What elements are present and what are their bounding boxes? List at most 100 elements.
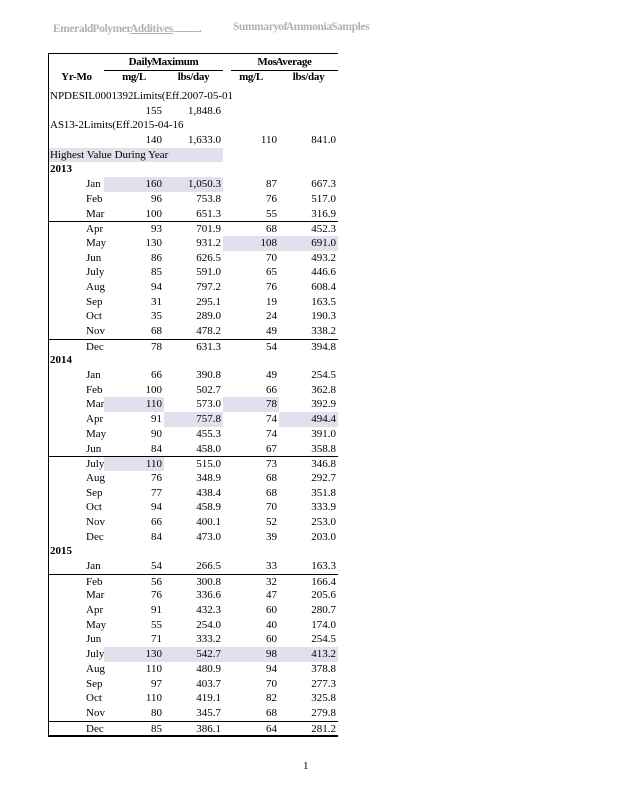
- month-row: Aug 76 348.9 68 292.7: [49, 471, 338, 486]
- mos-mgl-value: 76: [266, 280, 277, 293]
- month-label: Aug: [86, 662, 105, 675]
- month-row: Sep 77 438.4 68 351.8: [49, 486, 338, 501]
- daily-lbsday-value: 797.2: [196, 280, 221, 293]
- month-label: Dec: [86, 530, 104, 543]
- daily-maximum-header: Daily Maximum: [104, 55, 223, 71]
- month-label: [49, 133, 104, 148]
- mos-lbsday-value: 608.4: [311, 280, 336, 293]
- daily-lbsday-value: 1,050.3: [164, 177, 223, 192]
- mos-mgl-value: 55: [266, 207, 277, 220]
- daily-lbsday-value: 390.8: [196, 369, 221, 382]
- mos-lbsday-value: 292.7: [311, 471, 336, 484]
- daily-mgl-value: 35: [151, 310, 162, 323]
- mos-lbsday-value: 254.5: [311, 369, 336, 382]
- month-label: Jun: [86, 633, 102, 646]
- month-row: May 55 254.0 40 174.0: [49, 618, 338, 633]
- month-label: Jan: [86, 369, 101, 382]
- mos-mgl-value: 98: [223, 647, 279, 662]
- month-row: Oct 94 458.9 70 333.9: [49, 500, 338, 515]
- month-row: Apr 93 701.9 68 452.3: [49, 221, 338, 236]
- daily-mgl-value: 94: [151, 280, 162, 293]
- daily-mgl-value: 91: [151, 413, 162, 426]
- daily-lbsday-value: 455.3: [196, 427, 221, 440]
- month-row: Jun 86 626.5 70 493.2: [49, 251, 338, 266]
- month-label: Dec: [86, 340, 104, 353]
- daily-lbsday-value: 591.0: [196, 266, 221, 279]
- daily-mgl-value: 97: [151, 677, 162, 690]
- daily-lbsday-value: 266.5: [196, 560, 221, 572]
- month-label: Jun: [86, 251, 102, 264]
- daily-mgl-value: 160: [104, 177, 164, 192]
- col-header-mos-mgl: mg/L: [239, 71, 263, 83]
- month-label: Jun: [86, 442, 102, 455]
- daily-lbsday-value: 289.0: [196, 310, 221, 323]
- month-label: [49, 104, 104, 119]
- month-label: Feb: [86, 383, 103, 396]
- daily-lbsday-value: 254.0: [196, 618, 221, 631]
- daily-lbsday-value: 300.8: [196, 575, 221, 588]
- daily-lbsday-value: 473.0: [196, 530, 221, 543]
- daily-mgl-value: 130: [145, 236, 163, 249]
- company-name-underlined: Additives: [129, 23, 173, 35]
- year-label: 2013: [50, 163, 72, 176]
- mos-mgl-value: 47: [266, 589, 277, 602]
- mos-average-header: Mos Average: [231, 55, 338, 71]
- company-name-text: Emerald Polymer: [53, 23, 131, 35]
- values-row: 155 1,848.6: [49, 104, 338, 119]
- mos-mgl-value: 68: [266, 223, 277, 236]
- mos-mgl-value: 60: [266, 633, 277, 646]
- mos-lbsday-value: 494.4: [279, 412, 338, 427]
- mos-mgl-value: 110: [260, 134, 277, 147]
- daily-mgl-value: 96: [151, 192, 162, 205]
- mos-mgl-value: 67: [266, 442, 277, 455]
- mos-mgl-value: 87: [266, 178, 277, 191]
- underline-blank: [172, 21, 199, 32]
- month-row: Dec 84 473.0 39 203.0: [49, 530, 338, 545]
- daily-mgl-value: 86: [151, 251, 162, 264]
- mos-lbsday-value: 378.8: [311, 662, 336, 675]
- mos-lbsday-value: 203.0: [311, 530, 336, 543]
- mos-mgl-value: 68: [266, 471, 277, 484]
- month-row: Feb 96 753.8 76 517.0: [49, 192, 338, 207]
- mos-mgl-value: 49: [266, 325, 277, 337]
- mos-lbsday-value: 358.8: [311, 442, 336, 455]
- mos-mgl-value: 33: [266, 560, 277, 572]
- values-row: 140 1,633.0 110 841.0: [49, 133, 338, 148]
- mos-lbsday-value: 841.0: [311, 134, 336, 147]
- text-row: NPDES IL0001392 Limits (Eff. 2007-05-01: [49, 89, 338, 104]
- daily-lbsday-value: 403.7: [196, 677, 221, 690]
- month-label: Mar: [86, 398, 105, 411]
- note-row: Highest Value During Year: [49, 147, 338, 163]
- month-row: July 85 591.0 65 446.6: [49, 265, 338, 280]
- month-label: Sep: [86, 295, 103, 308]
- daily-mgl-value: 100: [145, 207, 163, 220]
- month-row: Aug 110 480.9 94 378.8: [49, 662, 338, 677]
- mos-mgl-value: 40: [266, 618, 277, 631]
- year-label: 2014: [50, 354, 72, 367]
- table-body: NPDES IL0001392 Limits (Eff. 2007-05-01 1…: [49, 89, 338, 735]
- daily-mgl-value: 130: [104, 647, 164, 662]
- month-label: Apr: [86, 604, 104, 617]
- daily-mgl-value: 140: [145, 134, 163, 147]
- month-label: July: [86, 458, 105, 471]
- daily-lbsday-value: 701.9: [196, 223, 221, 236]
- col-header-daily-mgl: mg/L: [122, 71, 146, 83]
- month-row: Mar 76 336.6 47 205.6: [49, 588, 338, 603]
- permit-limit-label: NPDES IL0001392 Limits (Eff. 2007-05-01: [50, 90, 234, 102]
- month-label: Mar: [86, 207, 105, 220]
- mos-mgl-value: 78: [223, 397, 279, 413]
- mos-mgl-value: 64: [266, 722, 277, 735]
- daily-lbsday-value: 1,633.0: [188, 134, 221, 147]
- mos-mgl-value: 24: [266, 310, 277, 323]
- month-label: Nov: [86, 515, 105, 528]
- mos-lbsday-value: 394.8: [311, 340, 336, 353]
- mos-lbsday-value: 452.3: [311, 223, 336, 236]
- daily-lbsday-value: 757.8: [164, 412, 223, 427]
- daily-mgl-value: 78: [151, 340, 162, 353]
- mos-mgl-value: 19: [266, 295, 277, 308]
- month-label: May: [86, 236, 107, 249]
- mos-mgl-value: 70: [266, 501, 277, 514]
- year-label: 2015: [50, 545, 72, 558]
- month-row: Apr 91 432.3 60 280.7: [49, 603, 338, 618]
- group-header-row: Daily Maximum Mos Average: [49, 54, 338, 71]
